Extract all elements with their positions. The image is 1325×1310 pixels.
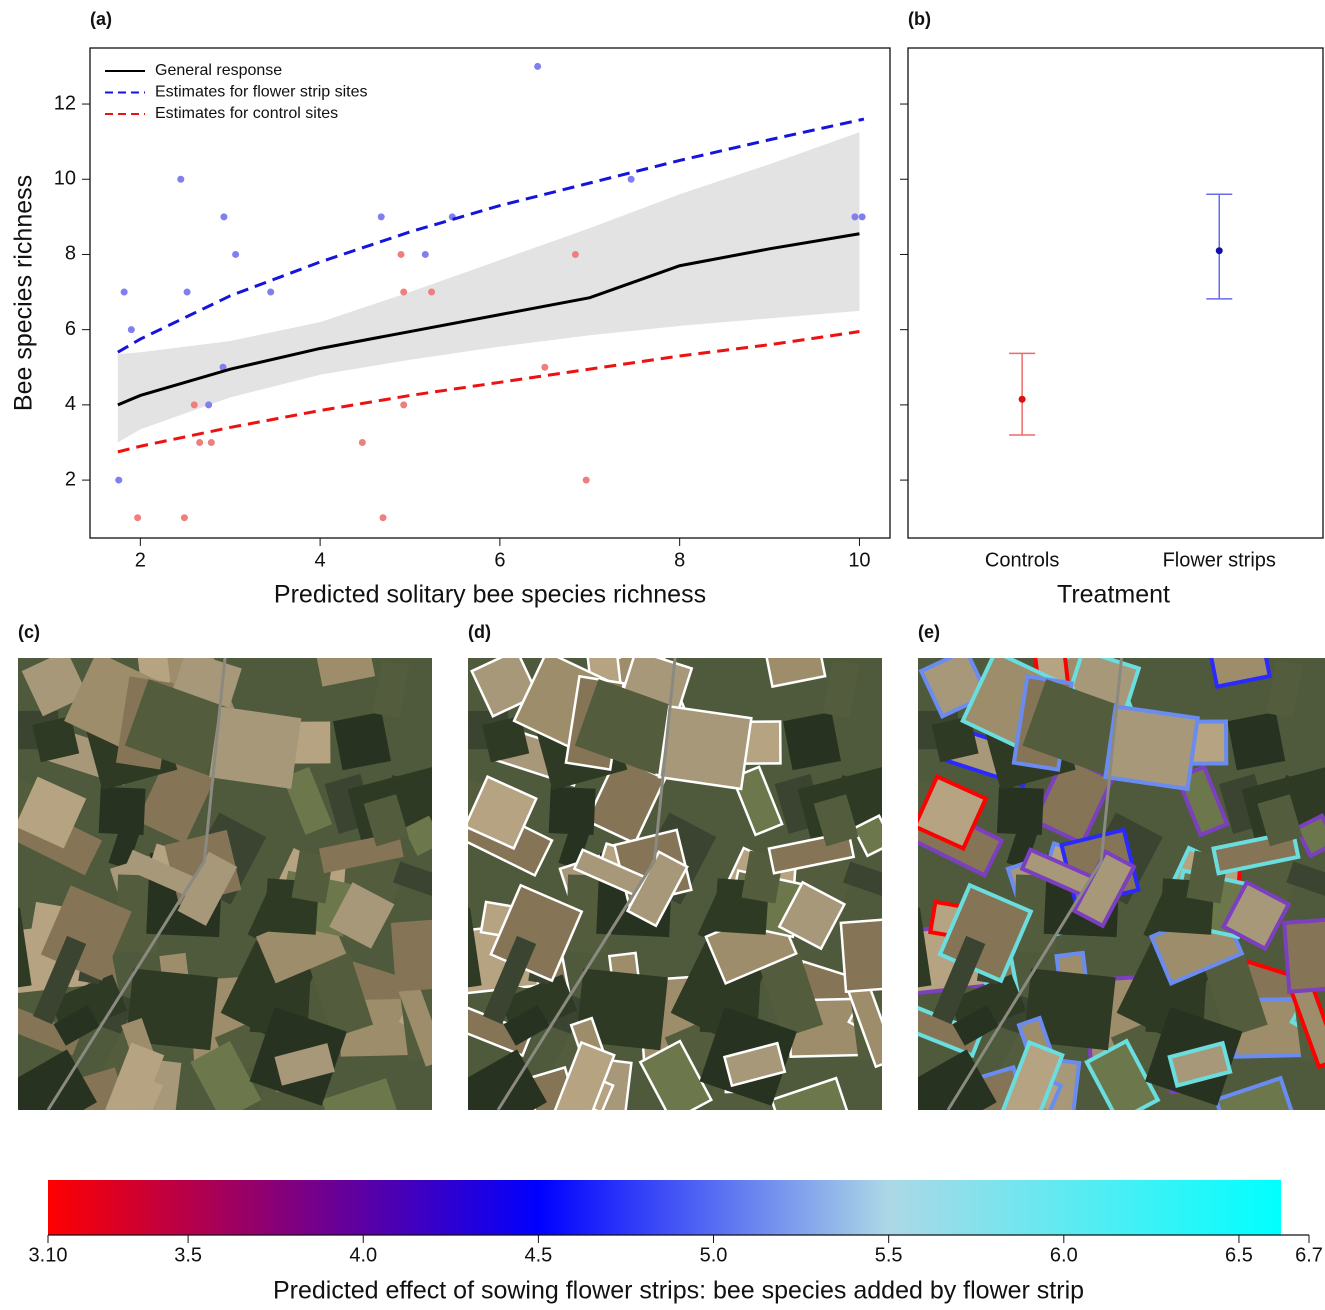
x-tick-label: Controls (985, 549, 1059, 571)
legend-label: Estimates for control sites (155, 105, 338, 122)
aerial-image (0, 640, 487, 1158)
data-point (572, 251, 579, 258)
data-point (428, 289, 435, 296)
data-point (191, 401, 198, 408)
data-point (851, 213, 858, 220)
image-patch (99, 787, 146, 835)
image-patch (841, 920, 890, 992)
data-point (184, 289, 191, 296)
data-point (628, 176, 635, 183)
y-tick-label: 12 (54, 92, 76, 114)
data-point (583, 477, 590, 484)
panel-label: (e) (918, 622, 940, 642)
x-tick-label: 3.10 (29, 1244, 68, 1266)
x-tick-label: 6.0 (1050, 1244, 1078, 1266)
image-patch (997, 787, 1044, 835)
image-patch (1284, 920, 1325, 992)
y-tick-label: 10 (54, 168, 76, 190)
x-tick-label: 2 (135, 549, 146, 571)
data-point (220, 213, 227, 220)
data-point (398, 251, 405, 258)
data-point (859, 213, 866, 220)
image-patch (391, 920, 440, 992)
aerial-image (895, 640, 1325, 1158)
data-point (177, 176, 184, 183)
data-point (534, 63, 541, 70)
data-point (400, 289, 407, 296)
image-patch (209, 706, 301, 789)
mean-point (1216, 247, 1223, 254)
confidence-band (118, 132, 860, 442)
data-point (422, 251, 429, 258)
legend-label: Estimates for flower strip sites (155, 84, 368, 101)
data-point (378, 213, 385, 220)
aerial-image (445, 640, 938, 1158)
y-tick-label: 2 (65, 468, 76, 490)
image-patch (1210, 641, 1270, 687)
panel-label: (a) (90, 9, 112, 29)
data-point (115, 477, 122, 484)
y-tick-label: 8 (65, 243, 76, 265)
data-point (541, 364, 548, 371)
x-axis-title: Predicted effect of sowing flower strips… (273, 1277, 1084, 1305)
x-axis-title: Treatment (1057, 581, 1170, 609)
y-axis-title: Bee species richness (10, 175, 38, 411)
y-tick-label: 6 (65, 318, 76, 340)
image-patch (549, 787, 596, 835)
x-tick-label: 4 (315, 549, 326, 571)
image-patch (333, 712, 391, 770)
panel-label: (c) (18, 622, 40, 642)
image-patch (1227, 712, 1285, 770)
data-point (267, 289, 274, 296)
data-point (208, 439, 215, 446)
data-point (380, 514, 387, 521)
data-point (128, 326, 135, 333)
y-tick-label: 4 (65, 393, 76, 415)
panel-label: (d) (468, 622, 491, 642)
data-point (205, 401, 212, 408)
x-tick-label: Flower strips (1163, 549, 1276, 571)
x-tick-label: 4.5 (524, 1244, 552, 1266)
x-axis-title: Predicted solitary bee species richness (274, 581, 706, 609)
x-tick-label: 6 (494, 549, 505, 571)
x-tick-label: 4.0 (349, 1244, 377, 1266)
x-tick-label: 8 (674, 549, 685, 571)
mean-point (1019, 396, 1026, 403)
panel-label: (b) (908, 9, 931, 29)
data-point (196, 439, 203, 446)
data-point (400, 401, 407, 408)
x-tick-label: 5.5 (875, 1244, 903, 1266)
legend-label: General response (155, 62, 282, 79)
plot-frame (908, 48, 1323, 538)
image-patch (783, 712, 841, 770)
data-point (181, 514, 188, 521)
data-point (232, 251, 239, 258)
data-point (359, 439, 366, 446)
colorbar (48, 1180, 1281, 1235)
x-tick-label: 6.7 (1295, 1244, 1323, 1266)
x-tick-label: 6.5 (1225, 1244, 1253, 1266)
x-tick-label: 5.0 (700, 1244, 728, 1266)
x-tick-label: 3.5 (174, 1244, 202, 1266)
image-patch (1105, 706, 1197, 789)
x-tick-label: 10 (848, 549, 870, 571)
image-patch (659, 706, 751, 789)
data-point (121, 289, 128, 296)
data-point (134, 514, 141, 521)
